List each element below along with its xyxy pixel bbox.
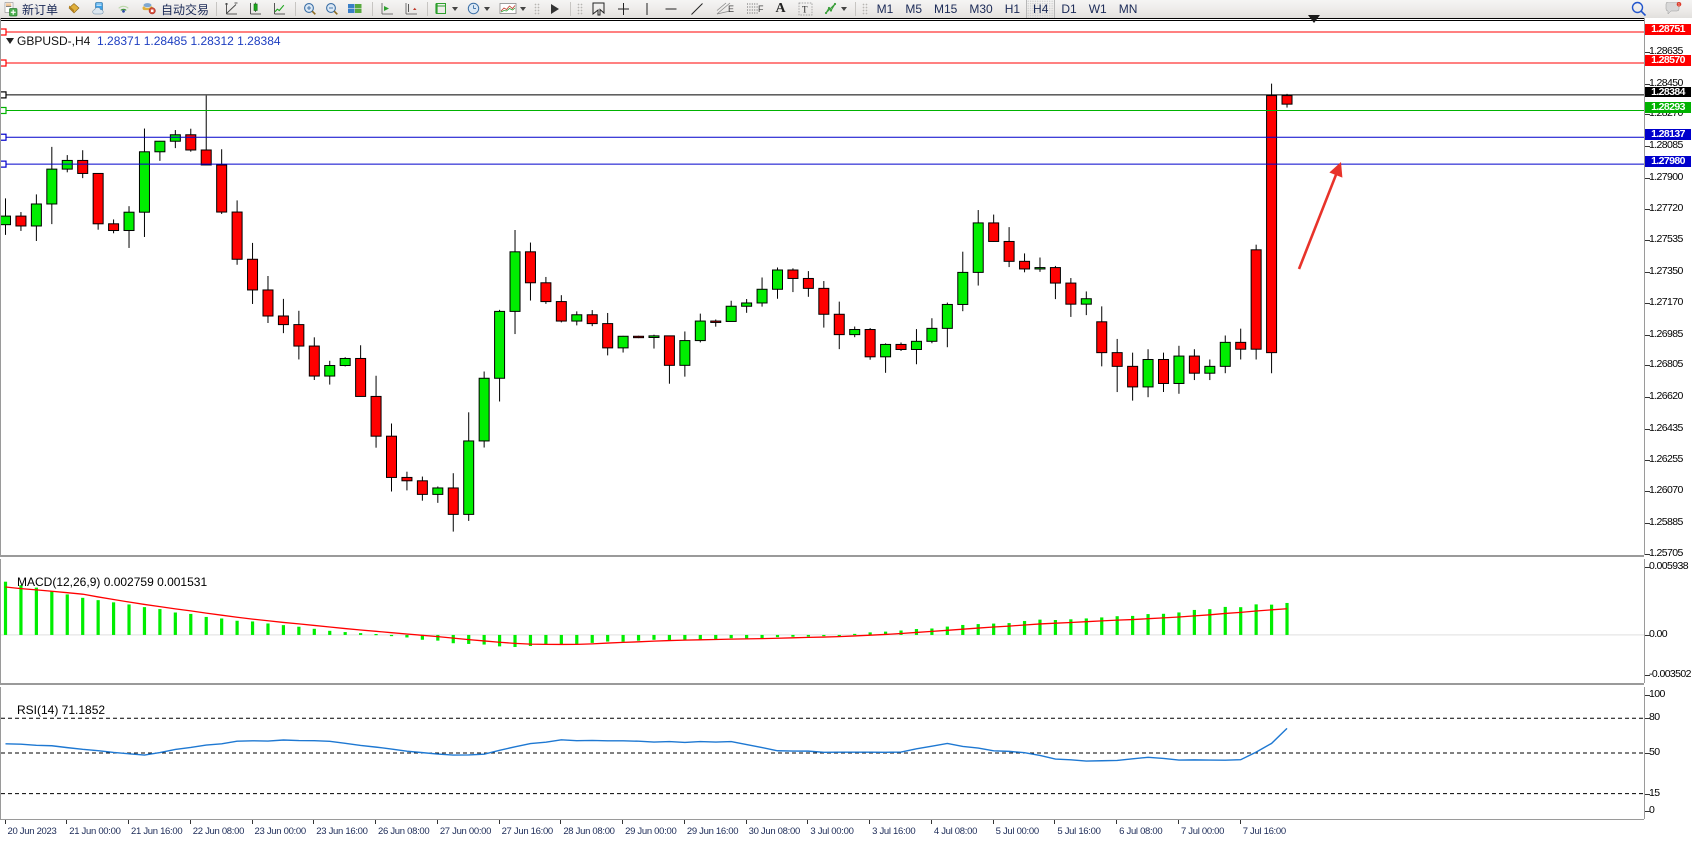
svg-text:1: 1 (1678, 2, 1680, 6)
svg-text:T: T (802, 5, 808, 15)
